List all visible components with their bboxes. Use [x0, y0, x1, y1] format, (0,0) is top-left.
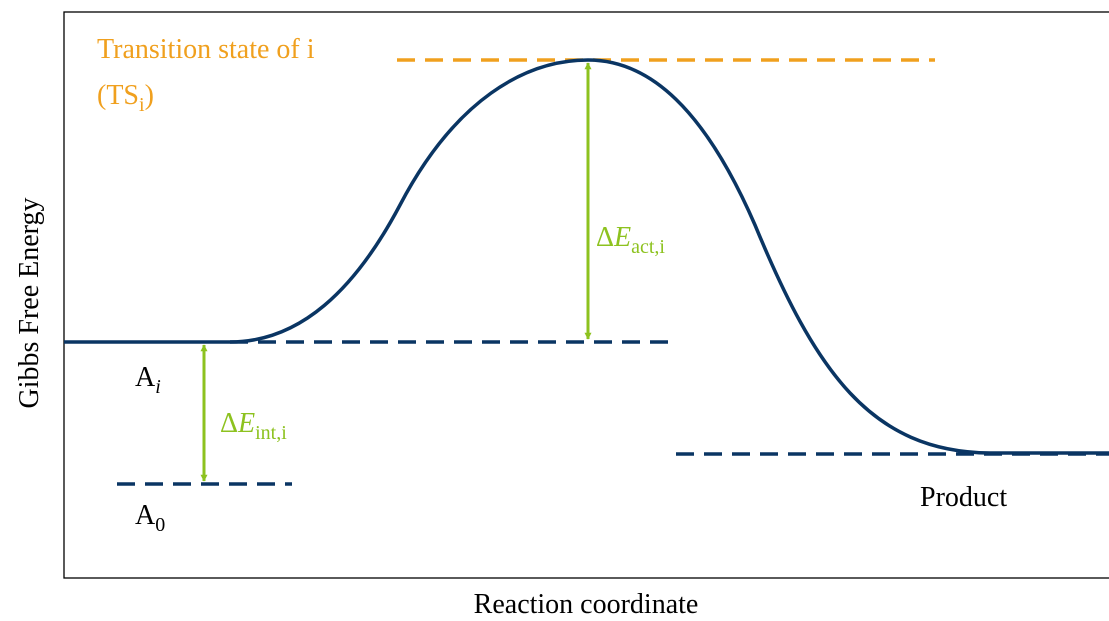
plot-frame: [63, 11, 1109, 579]
activation-label: ΔEact,i: [596, 222, 665, 258]
symbol: A: [135, 362, 156, 393]
energy-curve: [64, 58, 1109, 455]
delta: Δ: [596, 222, 614, 253]
symbol: E: [613, 222, 631, 253]
sub: int,i: [255, 422, 287, 444]
state-0-label: A0: [135, 500, 165, 536]
x-axis-label: Reaction coordinate: [474, 589, 699, 620]
delta: Δ: [220, 408, 238, 439]
symbol: E: [237, 408, 255, 439]
sub: i: [155, 376, 161, 398]
ts-sub: i: [139, 94, 145, 116]
intermediate-label: ΔEint,i: [220, 408, 287, 444]
ts-label: Transition state of i: [97, 34, 315, 65]
symbol: A: [135, 500, 156, 531]
sub: act,i: [631, 236, 665, 258]
state-i-label: Ai: [135, 362, 161, 398]
product-label: Product: [920, 482, 1007, 513]
sub: 0: [155, 514, 165, 536]
y-axis-label: Gibbs Free Energy: [14, 198, 45, 409]
ts-open: (TS: [97, 80, 139, 111]
ts-close: ): [145, 80, 154, 111]
ts-symbol: (TSi): [97, 80, 154, 116]
